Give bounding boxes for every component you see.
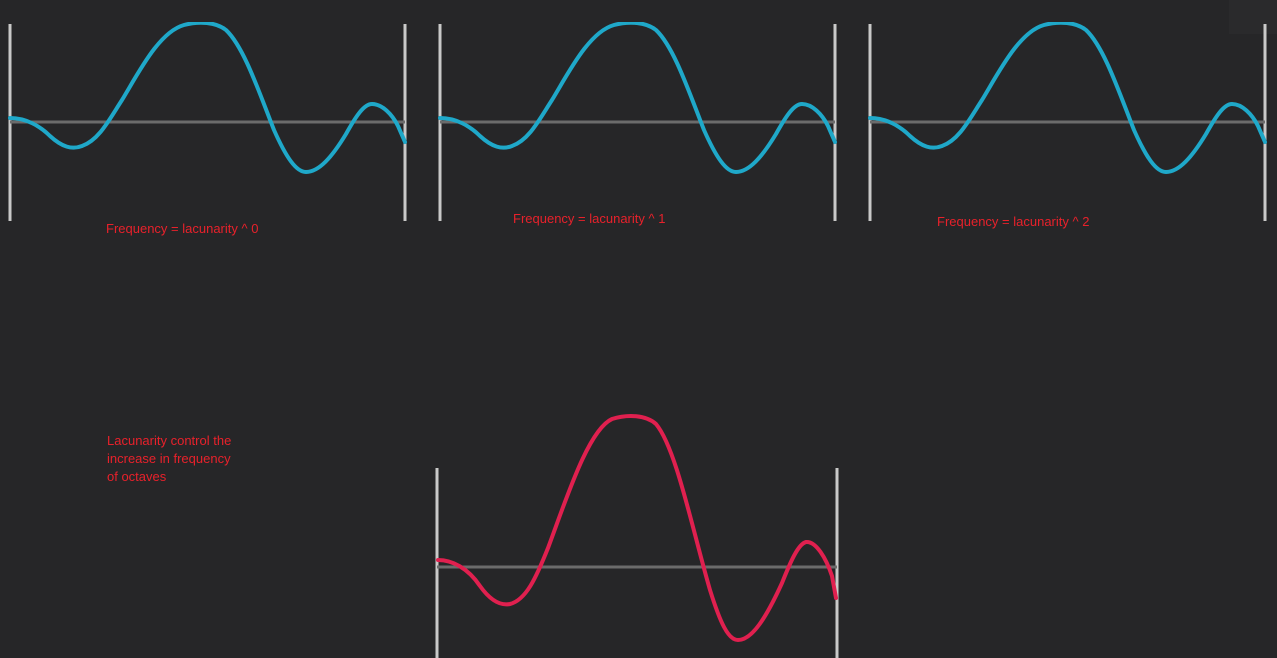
wave-panel-octave-0	[8, 22, 407, 221]
note-line: of octaves	[107, 469, 167, 484]
wave-panel-result	[435, 414, 839, 658]
lacunarity-note: Lacunarity control the increase in frequ…	[107, 432, 257, 486]
wave-panel-octave-1	[438, 22, 837, 221]
note-line: increase in frequency	[107, 451, 231, 466]
note-line: Lacunarity control the	[107, 433, 232, 448]
caption-octave-2: Frequency = lacunarity ^ 2	[937, 214, 1090, 229]
caption-octave-1: Frequency = lacunarity ^ 1	[513, 211, 666, 226]
corner-shade	[1229, 0, 1277, 34]
wave-curve	[438, 22, 837, 174]
wave-panel-octave-2	[868, 22, 1267, 221]
wave-curve	[8, 22, 407, 174]
caption-octave-0: Frequency = lacunarity ^ 0	[106, 221, 259, 236]
wave-curve	[868, 22, 1267, 174]
wave-curve	[436, 414, 838, 642]
